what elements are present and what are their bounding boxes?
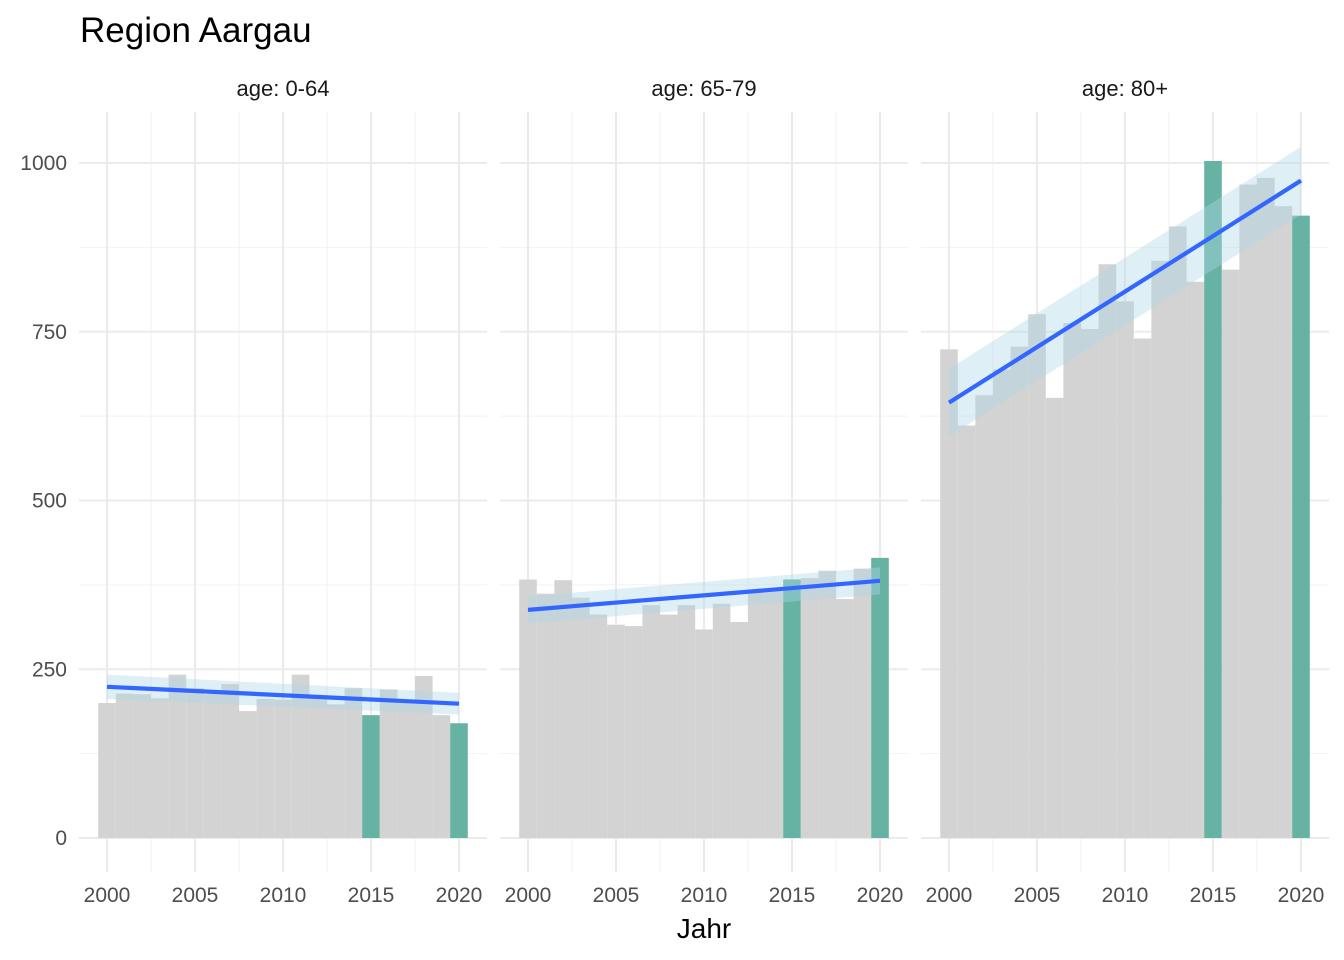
bar-highlight: [871, 557, 889, 838]
facet-panel: age: 0-64 2000 2005 2010 2015 2020: [79, 76, 487, 907]
bar-highlight: [362, 715, 380, 838]
bar: [203, 694, 222, 838]
bar: [133, 694, 151, 838]
x-tick-label: 2005: [593, 884, 640, 907]
bar: [818, 570, 836, 838]
x-tick-label: 2010: [681, 884, 728, 907]
bar: [642, 605, 660, 838]
x-tick-label: 2000: [926, 884, 973, 907]
bar: [1239, 184, 1257, 839]
bar: [432, 715, 451, 838]
bar: [1081, 329, 1099, 838]
bar: [1045, 397, 1064, 838]
x-tick-label: 2000: [505, 884, 552, 907]
y-axis: 0 250 500 750 1000: [20, 152, 67, 850]
facet-panel: age: 65-79 2000 2005 2010 2015 2020: [500, 76, 908, 907]
bar: [712, 603, 731, 838]
bar: [256, 698, 275, 838]
bar: [1221, 269, 1240, 838]
bar: [765, 588, 784, 838]
bar: [1133, 338, 1152, 838]
bar: [168, 674, 187, 838]
bar: [115, 693, 134, 838]
x-tick-label: 2010: [260, 884, 307, 907]
x-axis-title: Jahr: [677, 913, 731, 944]
bar: [975, 395, 993, 838]
bar: [572, 597, 590, 838]
bar-highlight: [1292, 215, 1310, 838]
bar: [274, 699, 292, 838]
bar: [1063, 322, 1081, 839]
bar: [536, 593, 555, 838]
y-tick-label: 1000: [20, 152, 67, 175]
bar: [1010, 346, 1029, 838]
bar: [800, 578, 819, 838]
bar: [327, 704, 345, 838]
bar: [1274, 206, 1293, 838]
x-tick-label: 2020: [436, 884, 483, 907]
trend-line: [947, 178, 1303, 405]
bar-highlight: [450, 723, 468, 838]
bar: [1028, 314, 1046, 838]
bar: [291, 674, 310, 838]
bar: [1186, 281, 1205, 838]
bar: [836, 599, 854, 838]
x-tick-label: 2020: [1278, 884, 1325, 907]
bar: [730, 622, 748, 838]
bar-highlight: [1204, 160, 1222, 839]
bar: [607, 624, 625, 838]
x-tick-label: 2015: [1190, 884, 1237, 907]
bar: [589, 614, 608, 838]
y-tick-label: 0: [55, 827, 67, 850]
y-tick-label: 500: [32, 490, 67, 513]
bar: [239, 711, 257, 838]
x-tick-label: 2015: [769, 884, 816, 907]
bar: [748, 590, 766, 838]
facet-label: age: 0-64: [237, 76, 330, 101]
bar: [853, 568, 872, 838]
bar: [660, 614, 678, 838]
bar: [98, 703, 116, 838]
bar: [1116, 301, 1134, 838]
facet-label: age: 65-79: [651, 76, 756, 101]
bar: [677, 605, 696, 838]
bar: [940, 349, 958, 838]
bar: [1169, 226, 1187, 838]
bar: [415, 676, 433, 838]
bar: [554, 580, 572, 838]
bar-highlight: [783, 579, 801, 838]
y-tick-label: 250: [32, 658, 67, 681]
bar: [993, 369, 1011, 838]
bar: [221, 684, 239, 838]
x-tick-label: 2010: [1102, 884, 1149, 907]
facet-panel: age: 80+ 2000 2005 2010 2015 2020: [921, 76, 1329, 907]
chart-title: Region Aargau: [80, 11, 312, 50]
bar: [151, 698, 169, 838]
y-tick-label: 750: [32, 321, 67, 344]
bar: [397, 700, 415, 838]
bar: [379, 689, 398, 838]
x-tick-label: 2000: [84, 884, 131, 907]
x-tick-label: 2005: [1014, 884, 1061, 907]
x-tick-label: 2015: [348, 884, 395, 907]
bar: [1257, 177, 1275, 839]
bar: [519, 579, 537, 838]
bar: [309, 697, 327, 838]
x-tick-label: 2020: [857, 884, 904, 907]
x-tick-label: 2005: [172, 884, 219, 907]
trend-line: [106, 684, 460, 706]
bar: [1151, 260, 1169, 838]
bar: [1098, 264, 1117, 838]
facet-panels: age: 0-64 2000 2005 2010 2015 2020 age: 65-79 2…: [79, 76, 1329, 907]
trend-line: [527, 578, 881, 612]
bar: [957, 425, 976, 838]
bar: [344, 688, 363, 838]
bar: [186, 688, 204, 838]
facet-label: age: 80+: [1082, 76, 1168, 101]
bar: [624, 626, 643, 838]
bar: [695, 629, 713, 838]
